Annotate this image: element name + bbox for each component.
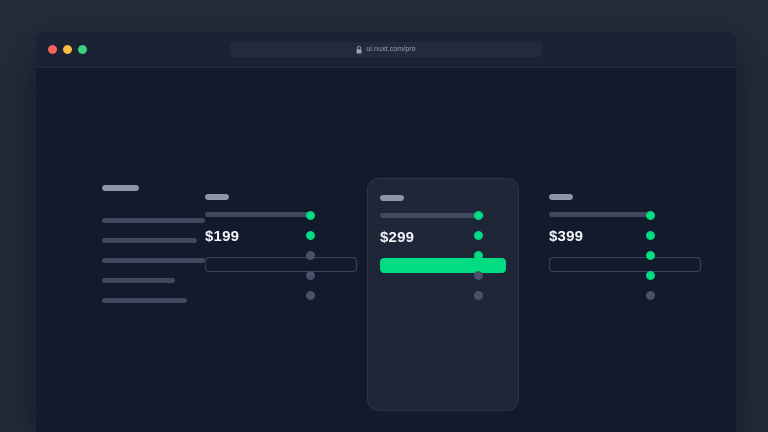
- feature-availability-cell: [646, 265, 655, 285]
- availability-dot-included: [646, 270, 655, 280]
- availability-dot-included: [474, 230, 483, 240]
- plan-title-skeleton: [549, 194, 573, 200]
- availability-dot-excluded: [646, 290, 655, 300]
- feature-availability-cell: [474, 285, 483, 305]
- window-close-button[interactable]: [48, 45, 57, 54]
- plan-description-skeleton: [549, 212, 653, 217]
- feature-row: [102, 270, 222, 290]
- browser-titlebar: ui.nuxt.com/pro: [36, 32, 736, 68]
- feature-label-skeleton: [102, 217, 205, 223]
- feature-availability-cell: [306, 285, 315, 305]
- feature-availability-cell: [306, 225, 315, 245]
- availability-dot-excluded: [306, 250, 315, 260]
- availability-dot-excluded: [306, 270, 315, 280]
- browser-window: ui.nuxt.com/pro $199 $299: [36, 32, 736, 432]
- feature-availability-cell: [306, 205, 315, 225]
- lock-icon: [356, 41, 362, 59]
- plan-description-skeleton: [205, 212, 310, 217]
- plan-cta-button[interactable]: [380, 258, 506, 273]
- availability-dot-included: [306, 210, 315, 220]
- feature-availability-column-basic: [306, 205, 315, 305]
- availability-dot-excluded: [306, 290, 315, 300]
- plan-title-skeleton: [380, 195, 404, 201]
- plan-price: $399: [549, 228, 584, 245]
- plan-price: $199: [205, 228, 240, 245]
- page-viewport: $199 $299 $399: [36, 68, 736, 432]
- plan-cta-button[interactable]: [549, 257, 701, 272]
- feature-row: [102, 290, 222, 310]
- availability-dot-included: [474, 210, 483, 220]
- plan-cta-button[interactable]: [205, 257, 357, 272]
- availability-dot-included: [646, 250, 655, 260]
- feature-availability-cell: [646, 205, 655, 225]
- feature-row: [102, 210, 222, 230]
- feature-availability-cell: [646, 245, 655, 265]
- traffic-light-group: [48, 45, 87, 54]
- feature-availability-cell: [474, 205, 483, 225]
- plan-description-skeleton: [380, 213, 484, 218]
- availability-dot-included: [474, 250, 483, 260]
- availability-dot-included: [646, 230, 655, 240]
- feature-comparison-labels: [102, 185, 222, 310]
- feature-row: [102, 250, 222, 270]
- feature-availability-cell: [474, 265, 483, 285]
- address-bar[interactable]: ui.nuxt.com/pro: [230, 42, 542, 57]
- feature-availability-cell: [306, 265, 315, 285]
- plan-price: $299: [380, 229, 415, 246]
- feature-availability-cell: [474, 245, 483, 265]
- feature-availability-cell: [646, 225, 655, 245]
- feature-section-heading-skeleton: [102, 185, 139, 191]
- feature-label-skeleton: [102, 297, 187, 303]
- pricing-card-featured[interactable]: $299: [367, 178, 519, 411]
- feature-availability-cell: [306, 245, 315, 265]
- feature-availability-column-featured: [474, 205, 483, 305]
- window-minimize-button[interactable]: [63, 45, 72, 54]
- feature-label-skeleton: [102, 257, 205, 263]
- availability-dot-excluded: [474, 270, 483, 280]
- availability-dot-included: [646, 210, 655, 220]
- feature-availability-cell: [646, 285, 655, 305]
- availability-dot-excluded: [474, 290, 483, 300]
- pricing-card-basic[interactable]: $199: [205, 178, 357, 411]
- feature-availability-cell: [474, 225, 483, 245]
- feature-availability-column-enterprise: [646, 205, 655, 305]
- feature-row: [102, 230, 222, 250]
- availability-dot-included: [306, 230, 315, 240]
- feature-label-skeleton: [102, 237, 197, 243]
- feature-label-skeleton: [102, 277, 175, 283]
- pricing-card-enterprise[interactable]: $399: [549, 178, 701, 411]
- plan-title-skeleton: [205, 194, 229, 200]
- address-bar-url: ui.nuxt.com/pro: [366, 46, 416, 53]
- window-maximize-button[interactable]: [78, 45, 87, 54]
